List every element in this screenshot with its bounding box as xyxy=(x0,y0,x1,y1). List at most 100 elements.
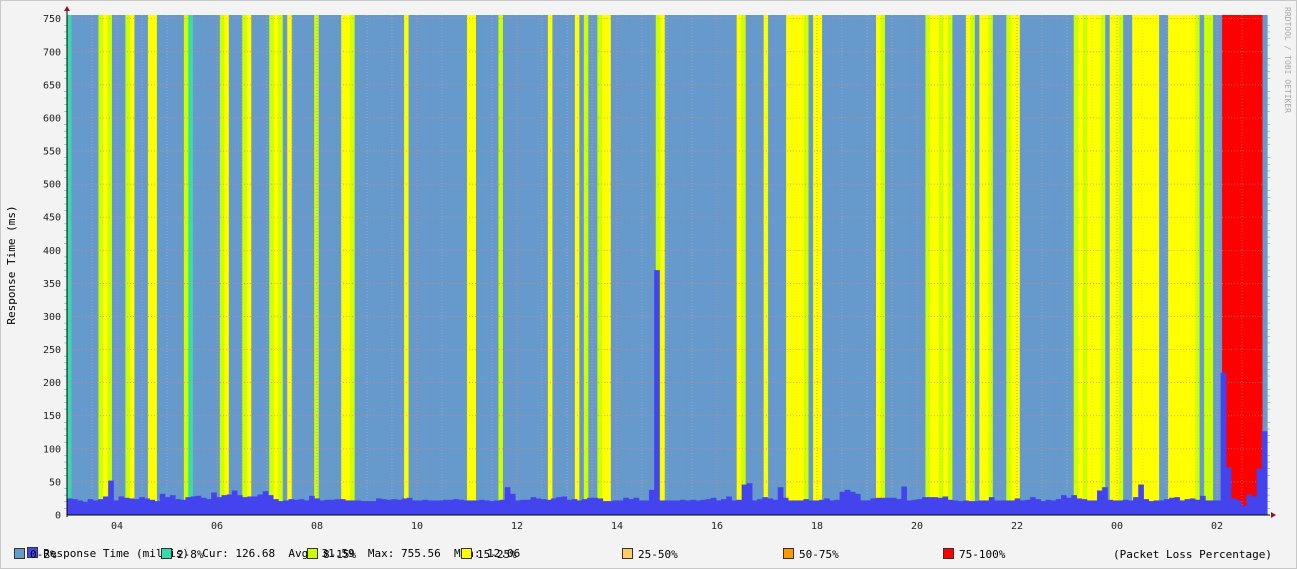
loss-band xyxy=(660,15,666,515)
response-bar xyxy=(818,499,825,515)
response-bar xyxy=(72,499,78,515)
loss-band xyxy=(844,15,850,515)
response-bar xyxy=(432,500,439,515)
response-bar xyxy=(1246,494,1253,515)
response-bar xyxy=(288,499,295,515)
y-tick-label: 400 xyxy=(43,246,61,257)
loss-band xyxy=(413,15,419,515)
response-bar xyxy=(391,499,398,515)
response-bar xyxy=(118,496,125,515)
loss-band xyxy=(1015,15,1021,515)
loss-band xyxy=(1055,15,1061,515)
loss-band xyxy=(1082,15,1088,515)
loss-band xyxy=(1145,15,1151,515)
response-bar xyxy=(319,500,326,515)
response-bar xyxy=(705,499,712,515)
loss-band xyxy=(372,15,378,515)
loss-band xyxy=(1186,15,1192,515)
response-bar xyxy=(844,489,851,515)
loss-band xyxy=(574,15,580,515)
loss-band xyxy=(233,15,239,515)
loss-band xyxy=(1096,15,1102,515)
response-bar xyxy=(746,483,753,515)
loss-band xyxy=(93,15,100,515)
loss-band xyxy=(1123,15,1129,515)
loss-band xyxy=(327,15,333,515)
response-bar xyxy=(396,499,403,515)
loss-band xyxy=(291,15,297,515)
loss-band xyxy=(278,15,284,515)
response-bar xyxy=(236,495,243,515)
response-bar xyxy=(164,497,171,515)
loss-band xyxy=(831,15,837,515)
loss-band xyxy=(745,15,751,515)
loss-band xyxy=(435,15,441,515)
max-value: 755.56 xyxy=(400,547,441,560)
loss-band xyxy=(516,15,522,515)
response-bar xyxy=(556,497,562,515)
loss-band xyxy=(426,15,432,515)
response-bar xyxy=(772,499,779,515)
response-bar xyxy=(854,493,861,515)
response-bar xyxy=(597,498,604,515)
loss-band xyxy=(1132,15,1138,515)
response-bar xyxy=(175,499,181,515)
loss-band xyxy=(471,15,477,515)
loss-bands xyxy=(67,15,1268,515)
response-bar xyxy=(612,500,619,515)
y-tick-label: 300 xyxy=(43,312,61,323)
loss-band xyxy=(867,15,873,515)
response-bar xyxy=(67,498,73,515)
loss-band xyxy=(534,15,540,515)
response-bar xyxy=(1153,500,1160,515)
loss-band xyxy=(547,15,553,515)
response-bar xyxy=(891,497,897,515)
loss-band xyxy=(417,15,423,515)
response-bar xyxy=(921,497,928,515)
response-bar xyxy=(530,497,537,515)
loss-band xyxy=(687,15,693,515)
loss-band xyxy=(642,15,648,515)
loss-band xyxy=(1010,15,1016,515)
response-bar xyxy=(103,496,109,515)
response-bar xyxy=(1163,499,1170,515)
response-bar xyxy=(1179,500,1186,515)
max-label: Max: xyxy=(367,547,395,560)
response-bar xyxy=(133,499,140,515)
loss-band xyxy=(305,15,311,515)
response-bar xyxy=(638,500,645,515)
loss-band xyxy=(1177,15,1183,515)
loss-band xyxy=(152,15,158,515)
y-tick-label: 650 xyxy=(43,80,61,91)
y-tick-label: 550 xyxy=(43,147,61,158)
response-bar xyxy=(623,497,629,515)
response-bar xyxy=(427,500,434,515)
x-tick-label: 22 xyxy=(1011,521,1023,532)
loss-band xyxy=(1105,15,1111,515)
loss-band xyxy=(934,15,940,515)
loss-band xyxy=(201,15,207,515)
response-bar xyxy=(412,500,418,515)
loss-band xyxy=(1240,15,1246,515)
watermark: RRDTOOL / TOBI OETIKER xyxy=(1283,7,1292,113)
response-bar xyxy=(1215,500,1222,515)
y-axis-label: Response Time (ms) xyxy=(5,205,18,324)
loss-band xyxy=(1060,15,1066,515)
loss-band xyxy=(80,15,86,515)
response-bar xyxy=(978,500,985,515)
response-bar xyxy=(221,495,228,515)
response-bar xyxy=(339,499,346,515)
response-bar xyxy=(370,501,377,515)
response-bar xyxy=(216,497,223,515)
loss-band xyxy=(458,15,464,515)
loss-band xyxy=(1078,15,1084,515)
loss-band xyxy=(300,15,306,515)
loss-band xyxy=(260,15,266,515)
loss-band xyxy=(354,15,360,515)
loss-band xyxy=(849,15,855,515)
loss-band xyxy=(1249,15,1255,515)
loss-band xyxy=(561,15,567,515)
loss-band xyxy=(835,15,841,515)
loss-band xyxy=(983,15,989,515)
loss-band xyxy=(741,15,747,515)
